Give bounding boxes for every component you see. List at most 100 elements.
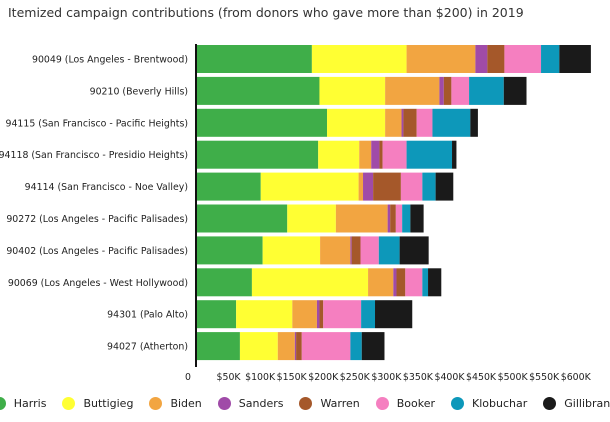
bar-buttigieg-90272	[287, 204, 336, 233]
bar-harris-94301	[197, 300, 237, 329]
bar-warren-94301	[319, 300, 324, 329]
legend-swatch	[451, 397, 465, 410]
category-label: 90049 (Los Angeles - Brentwood)	[32, 55, 188, 66]
legend-item-warren: Warren	[299, 397, 360, 410]
legend-item-harris: Harris	[0, 397, 46, 410]
category-label: 94114 (San Francisco - Noe Valley)	[25, 182, 188, 193]
bar-gillibrand-90272	[410, 204, 424, 233]
bar-klobuchar-94301	[361, 300, 376, 329]
bar-biden-90402	[320, 236, 351, 265]
x-tick-label: $600K	[561, 372, 592, 383]
bar-harris-90210	[197, 76, 320, 105]
legend-label: Klobuchar	[472, 397, 528, 410]
bar-buttigieg-90049	[311, 45, 407, 73]
bar-klobuchar-94114	[422, 172, 436, 201]
bar-sanders-94027	[294, 332, 297, 361]
bar-biden-90272	[335, 204, 388, 233]
bar-buttigieg-94115	[327, 108, 386, 137]
category-label: 90272 (Los Angeles - Pacific Palisades)	[6, 214, 188, 225]
bar-sanders-94118	[371, 140, 380, 169]
x-tick-label: $50K	[217, 372, 242, 383]
bar-buttigieg-94118	[318, 140, 360, 169]
legend-swatch	[543, 397, 557, 410]
bar-buttigieg-94301	[236, 300, 293, 329]
bar-sanders-90069	[393, 268, 397, 297]
bar-buttigieg-90069	[251, 268, 369, 297]
category-label: 94027 (Atherton)	[107, 342, 188, 353]
bar-warren-90272	[390, 204, 396, 233]
bar-gillibrand-94027	[361, 332, 385, 361]
bar-harris-90272	[197, 204, 288, 233]
bar-warren-94115	[403, 108, 417, 137]
bar-klobuchar-94027	[350, 332, 362, 361]
bar-klobuchar-90210	[469, 76, 504, 105]
bar-booker-94301	[323, 300, 362, 329]
x-tick-label: 0	[185, 372, 191, 383]
category-label: 94115 (San Francisco - Pacific Heights)	[5, 118, 188, 129]
x-tick-label: $150K	[277, 372, 308, 383]
bar-biden-90210	[385, 76, 440, 105]
x-tick-label: $450K	[466, 372, 497, 383]
bar-biden-94115	[385, 108, 402, 137]
bar-gillibrand-90402	[399, 236, 429, 265]
bar-buttigieg-90402	[262, 236, 321, 265]
bar-booker-94118	[382, 140, 407, 169]
x-tick-label: $500K	[498, 372, 529, 383]
x-tick-label: $350K	[403, 372, 434, 383]
bar-gillibrand-90049	[559, 45, 591, 73]
bar-klobuchar-94118	[406, 140, 453, 169]
legend-swatch	[62, 397, 76, 410]
bar-sanders-94114	[363, 172, 374, 201]
bar-warren-90069	[396, 268, 406, 297]
x-tick-label: $100K	[245, 372, 276, 383]
bar-sanders-90272	[387, 204, 391, 233]
x-tick-label: $250K	[340, 372, 371, 383]
category-labels: 90049 (Los Angeles - Brentwood) 90210 (Be…	[0, 55, 188, 353]
bar-klobuchar-90069	[422, 268, 429, 297]
x-tick-label: $550K	[529, 372, 560, 383]
bar-sanders-94301	[316, 300, 320, 329]
legend-swatch	[375, 397, 389, 410]
bar-booker-94114	[400, 172, 423, 201]
bar-warren-90210	[443, 76, 452, 105]
x-axis-ticks: 0 $50K $100K $150K $200K $250K $300K $350K $400K…	[185, 372, 592, 383]
legend-swatch	[217, 397, 231, 410]
x-tick-label: $300K	[371, 372, 402, 383]
legend-label: Sanders	[238, 397, 284, 410]
bar-booker-90402	[360, 236, 379, 265]
bar-buttigieg-90210	[319, 76, 386, 105]
bar-booker-90049	[504, 45, 542, 73]
bar-klobuchar-90272	[402, 204, 411, 233]
bar-sanders-94115	[401, 108, 404, 137]
bar-harris-90049	[197, 45, 312, 73]
bar-gillibrand-94114	[435, 172, 454, 201]
bar-biden-94301	[292, 300, 317, 329]
bar-sanders-90402	[350, 236, 352, 265]
legend-swatch	[299, 397, 313, 410]
category-label: 94118 (San Francisco - Presidio Heights)	[0, 150, 188, 161]
bar-gillibrand-94301	[375, 300, 413, 329]
category-label: 94301 (Palo Alto)	[107, 310, 188, 321]
bar-harris-90069	[197, 268, 252, 297]
bar-gillibrand-94115	[470, 108, 478, 137]
bar-booker-94027	[301, 332, 351, 361]
bar-buttigieg-94114	[260, 172, 359, 201]
legend-item-booker: Booker	[375, 397, 435, 410]
legend-label: Warren	[320, 397, 360, 410]
bar-warren-94027	[296, 332, 302, 361]
legend-label: Harris	[13, 397, 47, 410]
legend-item-sanders: Sanders	[217, 397, 284, 410]
bar-harris-94027	[197, 332, 240, 361]
legend-label: Biden	[170, 397, 202, 410]
chart-title: Itemized campaign contributions (from do…	[8, 5, 524, 20]
bar-sanders-90049	[475, 45, 488, 73]
legend-label: Gillibrand	[564, 397, 610, 410]
legend-label: Buttigieg	[83, 397, 134, 410]
bar-biden-94027	[277, 332, 295, 361]
x-tick-label: $400K	[434, 372, 465, 383]
bar-booker-90210	[451, 76, 470, 105]
bar-booker-90272	[395, 204, 403, 233]
category-label: 90069 (Los Angeles - West Hollywood)	[8, 278, 188, 289]
bar-klobuchar-94115	[432, 108, 471, 137]
